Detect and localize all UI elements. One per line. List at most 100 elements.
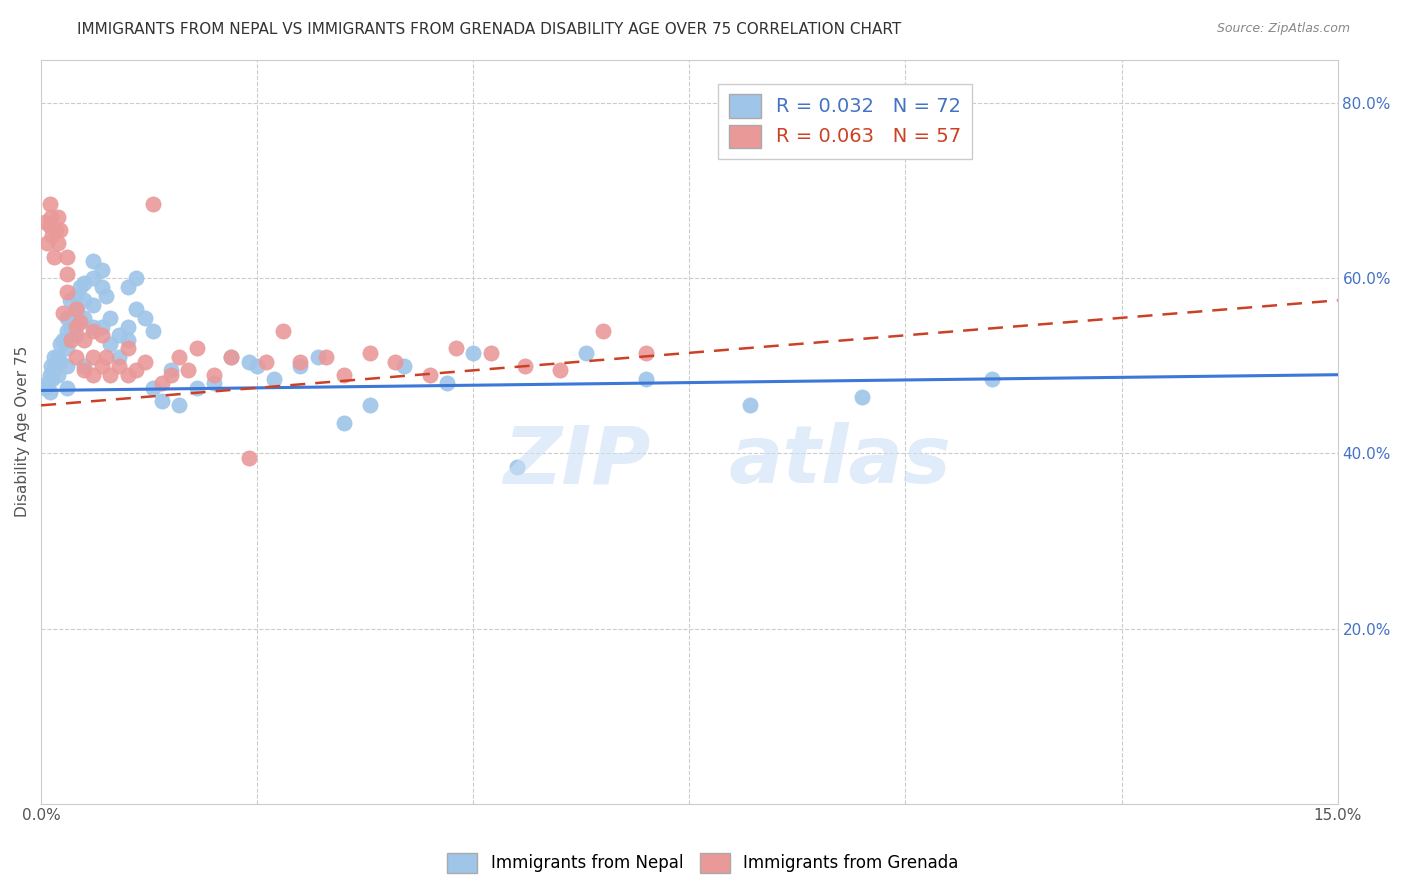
Point bbox=[73, 276, 96, 290]
Point bbox=[41, 210, 63, 224]
Point bbox=[186, 342, 208, 356]
Point bbox=[392, 359, 415, 373]
Point bbox=[159, 368, 181, 382]
Point bbox=[636, 346, 658, 360]
Point bbox=[332, 416, 354, 430]
Point bbox=[307, 350, 329, 364]
Point bbox=[82, 271, 104, 285]
Point bbox=[42, 250, 65, 264]
Text: ZIP: ZIP bbox=[503, 423, 651, 500]
Point bbox=[90, 359, 112, 373]
Point bbox=[34, 214, 56, 228]
Point bbox=[56, 250, 79, 264]
Point bbox=[41, 227, 63, 242]
Point bbox=[42, 350, 65, 364]
Point bbox=[90, 328, 112, 343]
Point bbox=[69, 280, 91, 294]
Point bbox=[263, 372, 285, 386]
Point bbox=[48, 350, 70, 364]
Point bbox=[738, 398, 761, 412]
Point bbox=[108, 359, 131, 373]
Point bbox=[246, 359, 269, 373]
Point bbox=[117, 368, 139, 382]
Point bbox=[290, 354, 312, 368]
Point bbox=[479, 346, 502, 360]
Point bbox=[94, 289, 117, 303]
Point bbox=[59, 293, 82, 308]
Point bbox=[134, 354, 156, 368]
Point bbox=[82, 319, 104, 334]
Point bbox=[117, 333, 139, 347]
Point bbox=[636, 372, 658, 386]
Point bbox=[384, 354, 406, 368]
Point bbox=[82, 368, 104, 382]
Point bbox=[56, 381, 79, 395]
Point bbox=[45, 223, 67, 237]
Point bbox=[202, 368, 225, 382]
Text: atlas: atlas bbox=[728, 423, 950, 500]
Point bbox=[159, 363, 181, 377]
Point bbox=[41, 359, 63, 373]
Point bbox=[851, 390, 873, 404]
Point bbox=[315, 350, 337, 364]
Point bbox=[48, 210, 70, 224]
Point bbox=[142, 324, 165, 338]
Point bbox=[60, 319, 83, 334]
Point bbox=[90, 319, 112, 334]
Y-axis label: Disability Age Over 75: Disability Age Over 75 bbox=[15, 346, 30, 517]
Point bbox=[575, 346, 598, 360]
Point bbox=[73, 293, 96, 308]
Point bbox=[65, 301, 87, 316]
Point bbox=[125, 301, 148, 316]
Point bbox=[66, 301, 89, 316]
Point bbox=[177, 363, 200, 377]
Point bbox=[38, 368, 60, 382]
Point bbox=[142, 381, 165, 395]
Point bbox=[359, 398, 381, 412]
Point bbox=[60, 333, 83, 347]
Point bbox=[202, 376, 225, 391]
Point bbox=[125, 363, 148, 377]
Point bbox=[271, 324, 294, 338]
Point bbox=[117, 280, 139, 294]
Point bbox=[82, 298, 104, 312]
Point bbox=[52, 306, 75, 320]
Point bbox=[49, 337, 72, 351]
Point bbox=[65, 350, 87, 364]
Point bbox=[515, 359, 537, 373]
Point bbox=[169, 350, 191, 364]
Point bbox=[56, 359, 79, 373]
Point bbox=[548, 363, 571, 377]
Point bbox=[82, 350, 104, 364]
Point bbox=[42, 363, 65, 377]
Point bbox=[52, 333, 75, 347]
Point bbox=[37, 236, 59, 251]
Point bbox=[505, 459, 527, 474]
Point bbox=[73, 310, 96, 325]
Point bbox=[45, 359, 67, 373]
Point bbox=[34, 381, 56, 395]
Point bbox=[56, 267, 79, 281]
Point bbox=[73, 333, 96, 347]
Point bbox=[98, 310, 121, 325]
Point bbox=[359, 346, 381, 360]
Point bbox=[56, 324, 79, 338]
Point bbox=[73, 363, 96, 377]
Point bbox=[48, 368, 70, 382]
Point bbox=[108, 328, 131, 343]
Point bbox=[238, 450, 260, 465]
Point bbox=[134, 310, 156, 325]
Point bbox=[65, 289, 87, 303]
Point bbox=[41, 372, 63, 386]
Point bbox=[117, 342, 139, 356]
Text: IMMIGRANTS FROM NEPAL VS IMMIGRANTS FROM GRENADA DISABILITY AGE OVER 75 CORRELAT: IMMIGRANTS FROM NEPAL VS IMMIGRANTS FROM… bbox=[77, 22, 901, 37]
Point bbox=[82, 254, 104, 268]
Point bbox=[65, 306, 87, 320]
Point bbox=[592, 324, 614, 338]
Point bbox=[980, 372, 1002, 386]
Point bbox=[186, 381, 208, 395]
Point bbox=[150, 394, 173, 409]
Point bbox=[444, 342, 467, 356]
Point bbox=[37, 376, 59, 391]
Point bbox=[219, 350, 242, 364]
